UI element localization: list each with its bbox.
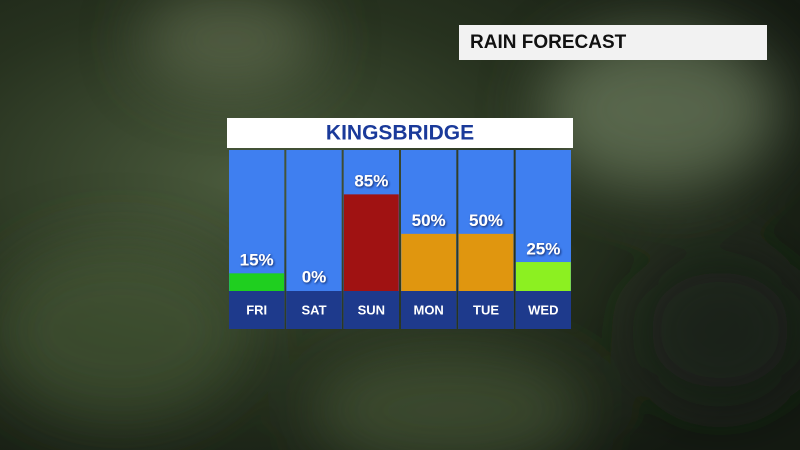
title-bar [227,118,573,148]
day-box [458,291,514,329]
chart-title: KINGSBRIDGE [326,122,474,145]
day-box [515,291,571,329]
x-tick-label: SUN [358,302,385,317]
value-label: 25% [526,239,560,258]
value-label: 50% [412,211,446,230]
day-box [286,291,342,329]
value-label: 50% [469,211,503,230]
value-label: 0% [302,267,327,286]
bar [229,273,285,292]
bar [401,233,457,292]
header-box [459,25,767,60]
value-label: 85% [354,172,388,191]
x-tick-label: SAT [301,302,326,317]
x-tick-label: MON [413,302,443,317]
day-box [401,291,457,329]
header-title: RAIN FORECAST [470,32,627,53]
day-box [229,291,285,329]
bar [515,262,571,292]
day-box [343,291,399,329]
bar [458,233,514,292]
x-tick-label: FRI [246,302,267,317]
plot: 15% FRI 0% SAT 85% SUN 50% MON 50% TUE 25% WED [229,150,571,329]
x-tick-label: TUE [473,302,499,317]
value-label: 15% [240,251,274,270]
x-tick-label: WED [528,302,558,317]
bar [343,194,399,292]
